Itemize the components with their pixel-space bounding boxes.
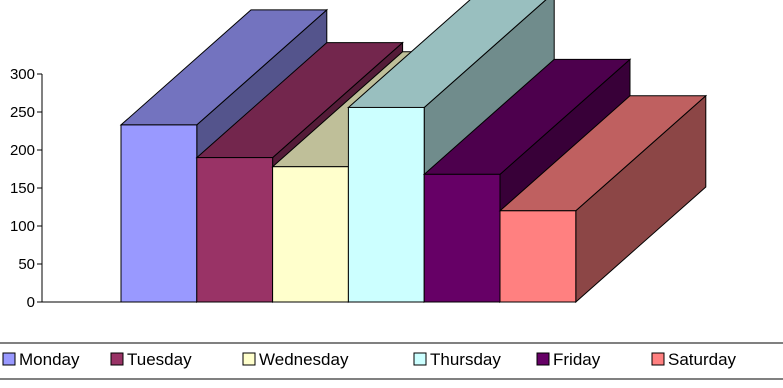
bar-saturday [498,94,708,304]
y-tick-label: 200 [10,142,35,159]
y-tick-label: 0 [27,294,35,311]
legend-swatch [242,352,256,366]
legend-swatch [536,352,550,366]
legend-swatch [2,352,16,366]
y-axis: 0 50 100 150 200 250 300 [10,66,121,311]
bars-group [119,0,708,304]
legend: Monday Tuesday Wednesday Thursday Friday Satu… [0,342,783,380]
bar-front-face [499,210,577,303]
legend-item-wednesday: Wednesday [242,350,349,369]
y-tick-label: 50 [18,256,35,273]
bar-front-face [347,106,425,303]
bar-front-face [196,157,274,303]
legend-label: Tuesday [127,350,192,369]
legend-item-monday: Monday [2,350,80,369]
y-tick-label: 300 [10,66,35,83]
legend-label: Thursday [430,350,501,369]
legend-swatch [413,352,427,366]
y-tick-label: 250 [10,104,35,121]
legend-swatch [110,352,124,366]
legend-item-friday: Friday [536,350,601,369]
bar-front-face [423,173,501,303]
legend-swatch [651,352,665,366]
y-tick-label: 150 [10,180,35,197]
legend-item-thursday: Thursday [413,350,501,369]
bar-front-face [272,166,349,303]
legend-label: Friday [553,350,601,369]
y-tick-label: 100 [10,218,35,235]
legend-item-tuesday: Tuesday [110,350,192,369]
legend-label: Wednesday [259,350,349,369]
legend-label: Monday [19,350,80,369]
legend-label: Saturday [668,350,737,369]
legend-item-saturday: Saturday [651,350,737,369]
bar-front-face [120,124,198,303]
